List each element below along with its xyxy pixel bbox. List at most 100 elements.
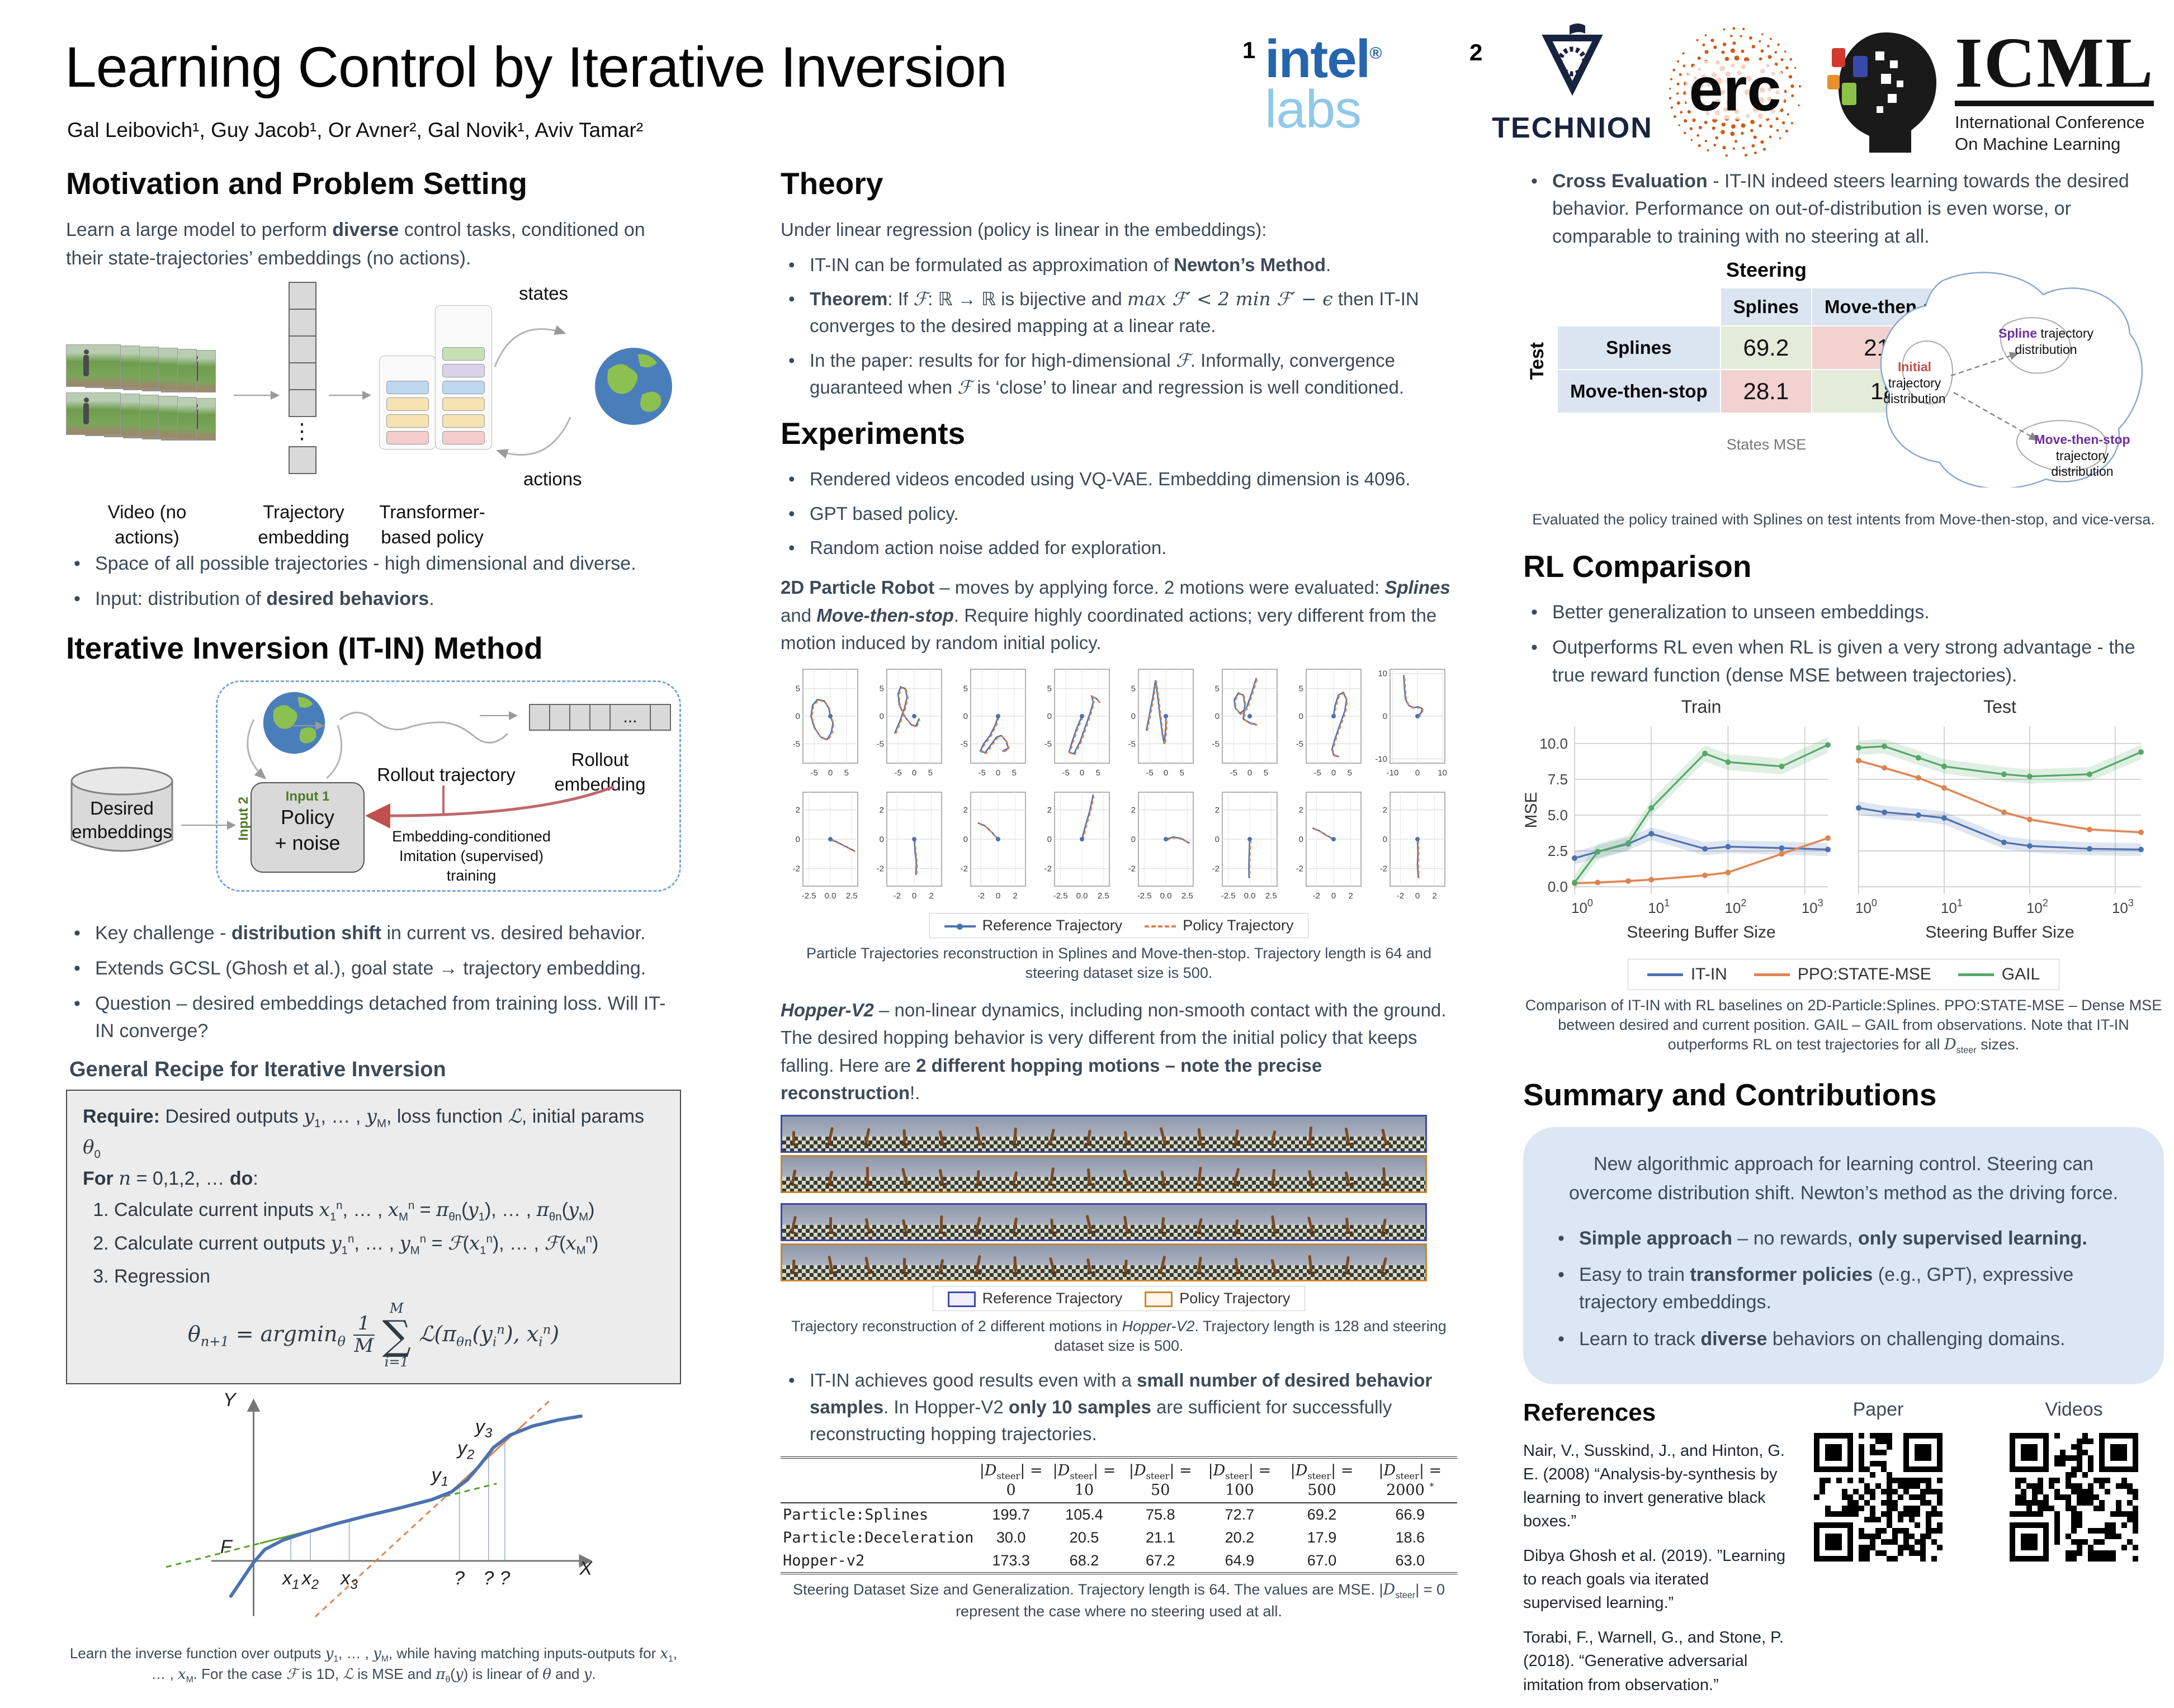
- text-segment: 2D Particle Robot: [781, 577, 935, 598]
- text-segment: Calculate current inputs: [114, 1199, 319, 1221]
- text-segment: diverse: [1700, 1328, 1767, 1350]
- technion-logo: TECHNION: [1483, 21, 1662, 145]
- text-segment: y: [455, 1666, 464, 1683]
- svg-text:y2: y2: [456, 1437, 474, 1462]
- text-segment: |: [1052, 1462, 1058, 1480]
- svg-text:5: 5: [1264, 768, 1268, 778]
- rollout-embedding-label: Rollout embedding: [554, 749, 646, 795]
- legend-itin: IT-IN: [1647, 965, 1727, 984]
- text-segment: n: [542, 1322, 551, 1337]
- text-segment: steer: [1396, 1470, 1419, 1482]
- table-cell: 30.0: [996, 1529, 1026, 1546]
- states-label: states: [519, 283, 569, 304]
- text-segment: (: [450, 1666, 455, 1683]
- hopper-robot-icon: [1086, 1168, 1091, 1184]
- legend-reference: Reference Trajectory: [944, 917, 1122, 934]
- text-segment: n: [119, 1167, 131, 1190]
- text-segment: M: [576, 1244, 586, 1257]
- rl-test-chart: Test 100 101 102 103 Steering Buffer Size: [1855, 697, 2144, 941]
- text-segment: (: [461, 1199, 468, 1221]
- transformer-diagram: [379, 288, 492, 473]
- text-segment: y: [467, 1199, 479, 1222]
- hopper-robot-icon: [829, 1217, 833, 1232]
- bullet: Input: distribution of desired behaviors…: [66, 585, 681, 613]
- affiliation-marker-1: 1: [1242, 37, 1256, 63]
- svg-text:-2.5: -2.5: [1053, 891, 1068, 901]
- svg-text:x3: x3: [339, 1568, 358, 1592]
- rl-comparison-figure: Train 0.0 2.5 5.0 7.5 10.0 100 101 102 103 MSE Stee…: [1523, 697, 2164, 954]
- table-row-label: Particle:Splines: [783, 1506, 929, 1524]
- svg-text:0.0: 0.0: [1244, 891, 1256, 901]
- bullet: Cross Evaluation - IT-IN indeed steers l…: [1523, 168, 2164, 250]
- text-segment: x: [660, 1645, 669, 1662]
- erc-wordmark: erc: [1685, 59, 1785, 120]
- table-cell: 67.0: [1307, 1552, 1337, 1569]
- text-segment: steer: [996, 1470, 1020, 1482]
- text-segment: D: [1383, 1581, 1396, 1599]
- text-segment: , initial params: [521, 1105, 645, 1127]
- hopper-legend: Reference Trajectory Policy Trajectory: [932, 1285, 1306, 1311]
- qr-code-paper: [1808, 1427, 1948, 1568]
- svg-text:2: 2: [963, 805, 968, 815]
- svg-text:0: 0: [1131, 712, 1136, 721]
- svg-text:0: 0: [996, 768, 1000, 778]
- text-segment: Cross Evaluation: [1552, 171, 1708, 192]
- text-segment: π: [442, 1321, 457, 1346]
- svg-text:-2: -2: [793, 864, 800, 873]
- actions-label: actions: [523, 469, 582, 489]
- text-segment: π: [436, 1199, 449, 1222]
- svg-text:101: 101: [1648, 897, 1670, 916]
- rollout-trajectory-squiggle-icon: [339, 711, 509, 744]
- summary-box: New algorithmic approach for learning co…: [1523, 1127, 2164, 1385]
- text-segment: y: [366, 1105, 377, 1128]
- text-segment: – non-linear dynamics, including non-smo…: [781, 999, 1447, 1076]
- rollout-trajectory-label: Rollout trajectory: [377, 764, 516, 785]
- text-segment: (: [472, 1321, 481, 1346]
- hopper-robot-icon: [1050, 1219, 1054, 1232]
- svg-text:F: F: [220, 1536, 233, 1558]
- svg-text:-2: -2: [1045, 864, 1052, 873]
- steering-dataset-table: |Dsteer| = 0 |Dsteer| = 10 |Dsteer| = 50 |D…: [781, 1456, 1457, 1575]
- theory-bullets: IT-IN can be formulated as approximation…: [781, 252, 1457, 401]
- icml-subtitle: International Conference On Machine Learn…: [1955, 112, 2145, 154]
- svg-text:102: 102: [1724, 897, 1746, 916]
- text-segment: . Trajectory length is 128 and steering …: [1054, 1317, 1447, 1355]
- svg-text:5: 5: [963, 684, 968, 693]
- arrow-icon: [329, 391, 371, 400]
- text-segment: x: [387, 1199, 399, 1222]
- text-segment: ), … ,: [492, 1232, 545, 1254]
- svg-text:5.0: 5.0: [1548, 807, 1568, 824]
- table-cell: 66.9: [1395, 1506, 1425, 1524]
- bullet: Extends GCSL (Ghosh et al.), goal state …: [66, 955, 681, 983]
- affiliation-marker-2: 2: [1469, 39, 1483, 65]
- trajectory-subplot: 2 0 -2 -2.5 0.0 2.5: [1212, 792, 1278, 901]
- cross-eval-figure: Steering Splines Move-then-stop Splines …: [1523, 258, 2164, 504]
- svg-text:5: 5: [1180, 768, 1184, 778]
- algo-step: Calculate current inputs x1n, … , xMn = …: [114, 1195, 664, 1226]
- svg-text:0: 0: [1164, 768, 1168, 778]
- table-col-header: |Dsteer| = 500: [1280, 1457, 1363, 1504]
- svg-text:MSE: MSE: [1523, 792, 1540, 828]
- text-segment: D: [1944, 1036, 1956, 1054]
- text-segment: and: [781, 604, 817, 626]
- text-segment: Trajectory reconstruction of 2 different…: [791, 1317, 1122, 1335]
- text-segment: y: [303, 1105, 315, 1128]
- svg-text:-5: -5: [1296, 739, 1303, 749]
- table-col-header: |Dsteer| = 10: [1046, 1457, 1123, 1504]
- text-segment: steer: [1307, 1470, 1331, 1482]
- table-col-header: |Dsteer| = 0: [976, 1457, 1046, 1504]
- text-segment: Require:: [83, 1105, 166, 1127]
- text-segment: ℱ: [1175, 349, 1190, 372]
- trajectory-embedding-strip: ⋮: [289, 282, 316, 474]
- svg-text:-2.5: -2.5: [1137, 891, 1152, 901]
- hopper-robot-icon: [902, 1258, 906, 1272]
- text-segment: ℒ: [343, 1666, 354, 1683]
- text-segment: diverse: [332, 219, 399, 240]
- text-segment: y: [330, 1232, 342, 1255]
- text-segment: Regression: [114, 1266, 210, 1288]
- policy-line-icon: [1145, 925, 1176, 928]
- svg-text:-5: -5: [961, 739, 968, 749]
- bullet: Rendered videos encoded using VQ-VAE. Em…: [781, 466, 1457, 493]
- reference-item: Torabi, F., Warnell, G., and Stone, P. (…: [1523, 1629, 1784, 1694]
- svg-text:2.5: 2.5: [1098, 891, 1109, 901]
